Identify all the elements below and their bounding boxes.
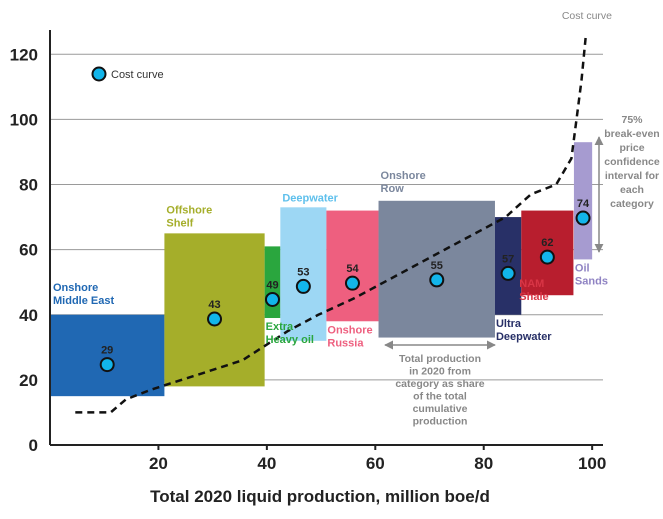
- category-rect-5: [378, 200, 495, 338]
- category-rect-3: [280, 207, 327, 341]
- x-tick-label-40: 40: [257, 454, 276, 473]
- y-tick-label-80: 80: [19, 176, 38, 195]
- breakeven-point-2: [264, 291, 280, 307]
- category-label-2: Extra Heavy oil: [266, 321, 314, 346]
- axes: 0 20 40 60 80 100 120 20 40 60 80 100 Total 2020 liq…: [10, 30, 606, 506]
- labels: 29 43 49 53 54 55 57 62 74 Onshore Middle East Offs…: [53, 170, 608, 357]
- breakeven-value-6: 57: [502, 253, 514, 265]
- breakeven-value-8: 74: [577, 198, 590, 210]
- y-tick-label-100: 100: [10, 110, 38, 129]
- breakeven-point-7: [539, 249, 555, 265]
- category-rect-1: [164, 233, 265, 387]
- y-tick-label-60: 60: [19, 241, 38, 260]
- category-label-5: Onshore Row: [381, 170, 426, 195]
- y-tick-label-20: 20: [19, 371, 38, 390]
- annotations: Cost curve Cost curve Total production in 2…: [91, 10, 660, 428]
- category-label-3: Deepwater: [282, 192, 338, 204]
- category-rect-4: [326, 210, 379, 322]
- category-rect-8: [573, 142, 593, 260]
- x-tick-label-80: 80: [474, 454, 493, 473]
- legend-marker: [91, 66, 107, 82]
- category-label-0: Onshore Middle East: [53, 282, 114, 307]
- y-tick-label-0: 0: [29, 436, 38, 455]
- category-label-7: NAM Shale: [519, 278, 548, 303]
- breakeven-point-4: [344, 275, 360, 291]
- breakeven-point-1: [207, 311, 223, 327]
- breakeven-points: [99, 210, 591, 373]
- breakeven-value-0: 29: [101, 345, 113, 357]
- curve-end-label: Cost curve: [562, 10, 612, 22]
- y-tick-label-40: 40: [19, 306, 38, 325]
- category-label-1: Offshore Shelf: [166, 204, 212, 229]
- breakeven-value-4: 54: [346, 263, 359, 275]
- category-rect-0: [50, 314, 165, 397]
- height-note: 75% break-even price confidence interval for…: [604, 114, 660, 210]
- x-tick-label-100: 100: [578, 454, 606, 473]
- legend-label: Cost curve: [111, 69, 164, 81]
- breakeven-value-2: 49: [266, 279, 278, 291]
- breakeven-point-3: [295, 278, 311, 294]
- y-tick-label-120: 120: [10, 45, 38, 64]
- breakeven-value-7: 62: [541, 237, 553, 249]
- breakeven-value-3: 53: [297, 266, 309, 278]
- cost-curve: [75, 37, 587, 414]
- breakeven-point-8: [575, 210, 591, 226]
- x-tick-label-60: 60: [366, 454, 385, 473]
- breakeven-point-5: [429, 272, 445, 288]
- category-label-8: Oil Sands: [575, 262, 608, 287]
- breakeven-point-0: [99, 357, 115, 373]
- category-label-6: Ultra Deepwater: [496, 318, 552, 343]
- breakeven-point-6: [500, 265, 516, 281]
- category-rectangles: [50, 142, 593, 397]
- width-note: Total production in 2020 from category as …: [395, 353, 484, 428]
- category-label-4: Onshore Russia: [327, 324, 372, 349]
- x-axis-title: Total 2020 liquid production, million bo…: [150, 487, 490, 506]
- breakeven-value-5: 55: [431, 260, 443, 272]
- breakeven-value-1: 43: [208, 299, 220, 311]
- cost-curve-line: [75, 37, 587, 414]
- x-tick-label-20: 20: [149, 454, 168, 473]
